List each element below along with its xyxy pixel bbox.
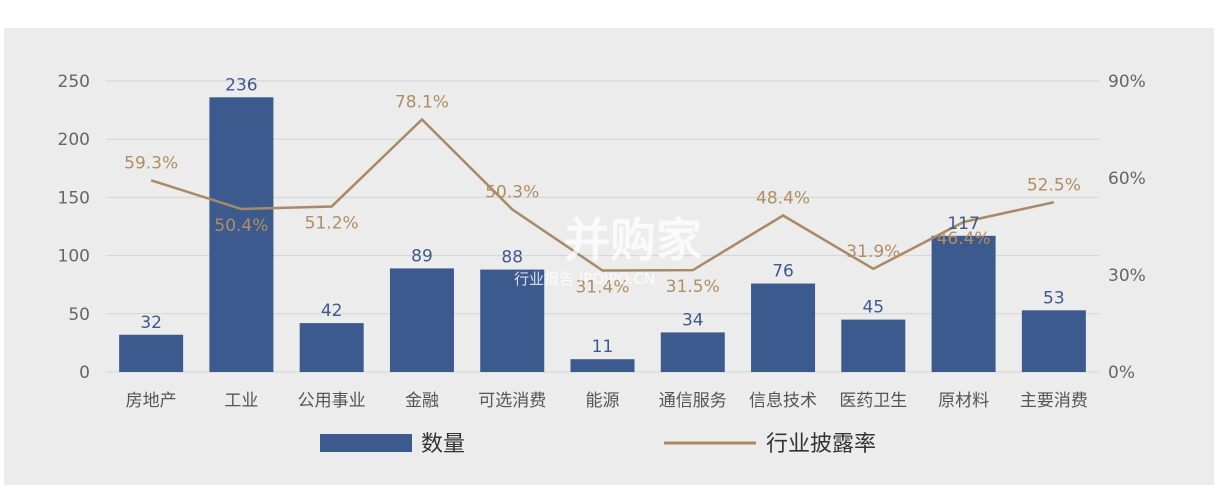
right-axis-ticks: 0% 30% 60% 90% (1108, 72, 1146, 383)
bar (209, 97, 274, 373)
category-label: 通信服务 (659, 391, 727, 411)
category-label: 公用事业 (298, 391, 366, 411)
rate-value-label: 78.1% (395, 92, 449, 112)
bar (570, 359, 635, 372)
legend-swatch-bar (320, 434, 412, 452)
left-tick-label: 250 (58, 72, 90, 92)
legend-label-line: 行业披露率 (766, 432, 876, 457)
bar (841, 319, 906, 372)
right-tick-label: 0% (1108, 363, 1135, 383)
bar-value-label: 89 (411, 246, 433, 266)
right-tick-label: 30% (1108, 266, 1146, 286)
bar-series (119, 97, 1086, 373)
category-labels: 房地产 工业 公用事业 金融 可选消费 能源 通信服务 信息技术 医药卫生 原材料 主要消费 (126, 391, 1088, 411)
bar (389, 268, 454, 372)
left-axis-ticks: 0 50 100 150 200 250 (58, 72, 90, 383)
watermark: 并购家 行业报告 IPOIPO.CN (514, 213, 702, 288)
rate-value-label: 51.2% (305, 213, 359, 233)
category-label: 信息技术 (749, 391, 817, 411)
bar-value-label: 32 (140, 313, 162, 333)
rate-value-label: 48.4% (756, 189, 810, 209)
bar (751, 283, 816, 372)
bar-value-label: 76 (772, 262, 794, 282)
bar-value-label: 11 (592, 337, 614, 357)
category-label: 医药卫生 (839, 391, 907, 411)
bar (480, 269, 545, 372)
bar (119, 334, 184, 372)
left-tick-label: 50 (68, 305, 90, 325)
left-tick-label: 0 (79, 363, 90, 383)
rate-value-label: 31.4% (575, 277, 629, 297)
bar-value-label: 236 (225, 75, 257, 95)
left-tick-label: 100 (58, 247, 90, 267)
bar-value-label: 117 (947, 214, 979, 234)
watermark-title: 并购家 (564, 213, 702, 267)
legend: 数量 行业披露率 (320, 432, 876, 457)
bar-value-label: 34 (682, 310, 704, 330)
bar-value-label: 45 (862, 298, 884, 318)
rate-value-label: 31.5% (666, 277, 720, 297)
rate-value-label: 59.3% (124, 153, 178, 173)
bar (660, 332, 725, 372)
category-label: 能源 (586, 391, 620, 411)
combo-chart: 0 50 100 150 200 250 0% 30% 60% 90% 房地产 工业 公用事业 金融 可… (58, 72, 1146, 457)
category-label: 房地产 (126, 391, 177, 411)
legend-label-bar: 数量 (421, 432, 465, 457)
left-tick-label: 150 (58, 188, 90, 208)
line-series (150, 117, 1055, 272)
category-label: 金融 (405, 391, 439, 411)
rate-value-label: 50.4% (214, 216, 268, 236)
bar (1021, 310, 1086, 372)
category-label: 可选消费 (478, 391, 546, 411)
right-tick-label: 90% (1108, 72, 1146, 92)
rate-value-label: 52.5% (1027, 175, 1081, 195)
watermark-subtitle: 行业报告 IPOIPO.CN (514, 270, 655, 288)
left-tick-label: 200 (58, 130, 90, 150)
rate-line (150, 117, 1055, 272)
bar-value-label: 88 (501, 248, 523, 268)
chart-panel: 0 50 100 150 200 250 0% 30% 60% 90% 房地产 工业 公用事业 金融 可… (4, 28, 1214, 485)
category-label: 主要消费 (1020, 391, 1088, 411)
category-label: 原材料 (938, 391, 989, 411)
right-tick-label: 60% (1108, 169, 1146, 189)
bar-value-label: 42 (321, 301, 343, 321)
bar (299, 323, 364, 372)
rate-value-label: 46.4% (937, 229, 991, 249)
rate-value-label: 50.3% (485, 182, 539, 202)
category-label: 工业 (224, 391, 258, 411)
rate-value-label: 31.9% (846, 242, 900, 262)
bar (931, 235, 996, 372)
data-labels: 32 236 42 89 88 11 34 76 45 117 53 59.3% 50.4% 51.2% 7… (124, 75, 1081, 357)
bar-value-label: 53 (1043, 288, 1065, 308)
